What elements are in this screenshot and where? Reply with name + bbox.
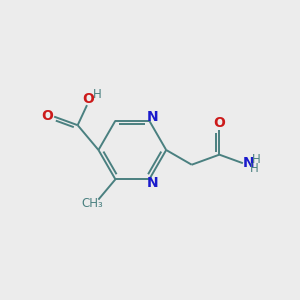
Text: N: N <box>146 176 158 190</box>
Text: N: N <box>242 156 254 170</box>
Text: N: N <box>146 110 158 124</box>
Text: H: H <box>93 88 102 101</box>
Text: O: O <box>82 92 94 106</box>
Text: H: H <box>250 162 258 175</box>
Text: O: O <box>42 109 54 123</box>
Text: CH₃: CH₃ <box>81 197 103 210</box>
Text: H: H <box>252 153 261 166</box>
Text: O: O <box>213 116 225 130</box>
